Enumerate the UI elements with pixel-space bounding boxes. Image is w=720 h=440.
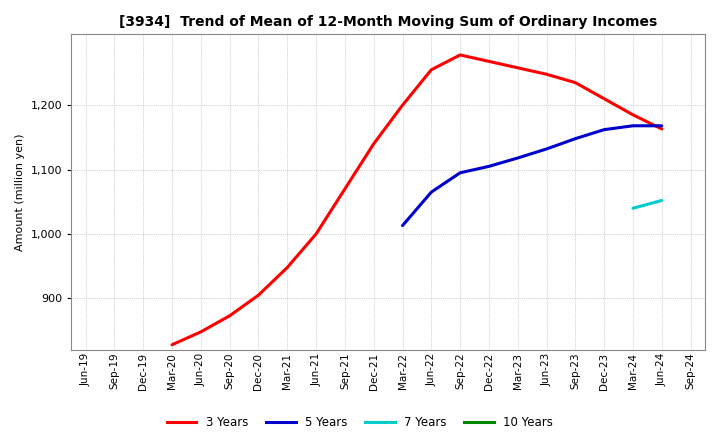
Title: [3934]  Trend of Mean of 12-Month Moving Sum of Ordinary Incomes: [3934] Trend of Mean of 12-Month Moving … xyxy=(119,15,657,29)
Y-axis label: Amount (million yen): Amount (million yen) xyxy=(15,133,25,251)
Legend: 3 Years, 5 Years, 7 Years, 10 Years: 3 Years, 5 Years, 7 Years, 10 Years xyxy=(162,412,558,434)
